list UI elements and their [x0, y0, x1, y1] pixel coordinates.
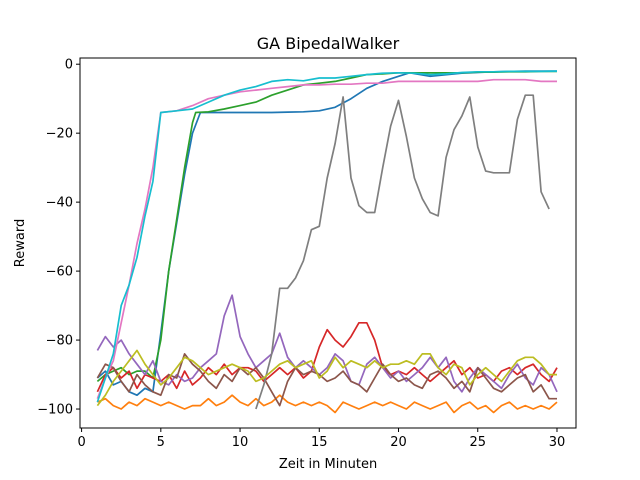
series-group [96, 70, 558, 414]
y-tick-label: −40 [46, 196, 73, 211]
series-line-1 [96, 70, 557, 397]
series-line-7 [96, 78, 557, 400]
y-axis: 0 −20 −40 −60 −80 −100 [37, 58, 80, 418]
x-axis: 0 5 10 15 20 25 30 [77, 428, 565, 450]
series-line-9 [96, 349, 557, 407]
y-tick-label: −100 [37, 403, 73, 418]
y-tick-label: −20 [46, 127, 73, 142]
x-tick-label: 5 [157, 435, 165, 450]
y-tick-label: −60 [46, 265, 73, 280]
x-tick-label: 10 [232, 435, 249, 450]
series-line-10 [96, 70, 558, 403]
x-tick-label: 0 [77, 435, 85, 450]
y-axis-label: Reward [13, 219, 28, 267]
x-tick-label: 25 [469, 435, 486, 450]
x-tick-label: 15 [311, 435, 328, 450]
plot-frame [79, 57, 577, 429]
chart-title: GA BipedalWalker [257, 34, 400, 53]
x-tick-label: 30 [549, 435, 566, 450]
series-line-4 [96, 321, 558, 393]
series-line-8 [255, 94, 550, 410]
y-tick-label: −80 [46, 334, 73, 349]
series-line-2 [97, 394, 558, 414]
x-tick-label: 20 [390, 435, 407, 450]
series-line-6 [96, 353, 557, 407]
x-axis-label: Zeit in Minuten [279, 457, 377, 472]
y-tick-label: 0 [65, 58, 73, 73]
